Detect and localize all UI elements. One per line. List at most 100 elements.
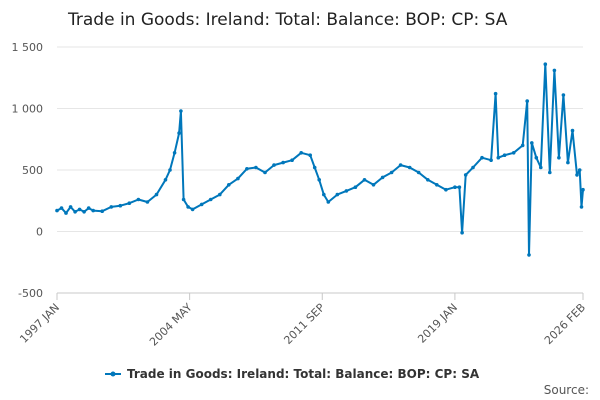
data-point[interactable]: [353, 185, 358, 189]
data-point[interactable]: [326, 200, 331, 204]
data-point[interactable]: [77, 207, 82, 212]
data-point[interactable]: [208, 197, 213, 202]
x-tick-label: 2004 MAY: [147, 301, 195, 349]
y-tick-labels: -500 0 500 1 000 1 500: [12, 41, 44, 300]
x-tick-label: 2011 SEP: [281, 301, 327, 347]
data-point[interactable]: [190, 207, 195, 212]
data-point[interactable]: [109, 205, 114, 209]
source-credit[interactable]: Source:: [544, 383, 589, 397]
data-point[interactable]: [581, 187, 585, 192]
data-point[interactable]: [177, 131, 181, 135]
data-point[interactable]: [398, 163, 403, 167]
data-point[interactable]: [530, 141, 534, 145]
x-tick-label: 2026 FEB: [542, 301, 588, 347]
data-point[interactable]: [181, 197, 186, 202]
data-point[interactable]: [73, 210, 77, 214]
data-point[interactable]: [335, 192, 340, 197]
data-point[interactable]: [444, 187, 448, 192]
y-tick-label: -500: [18, 287, 43, 300]
data-point[interactable]: [511, 151, 516, 155]
data-point[interactable]: [552, 68, 557, 73]
data-point[interactable]: [426, 178, 430, 182]
chart-title: Trade in Goods: Ireland: Total: Balance:…: [67, 10, 508, 30]
data-point[interactable]: [566, 160, 570, 165]
data-point[interactable]: [236, 176, 240, 181]
data-point[interactable]: [579, 205, 584, 209]
data-point[interactable]: [55, 208, 59, 213]
data-point[interactable]: [281, 160, 285, 165]
data-point[interactable]: [172, 151, 177, 155]
data-point[interactable]: [561, 93, 566, 97]
y-gridlines: [57, 46, 583, 232]
data-point[interactable]: [435, 183, 439, 187]
y-tick-label: 500: [22, 164, 43, 177]
data-point[interactable]: [59, 206, 64, 210]
series-group: [55, 62, 585, 257]
data-point[interactable]: [570, 128, 575, 133]
data-point[interactable]: [299, 151, 304, 155]
data-point[interactable]: [543, 62, 548, 66]
data-point[interactable]: [186, 205, 190, 209]
data-point[interactable]: [575, 173, 579, 177]
data-point[interactable]: [496, 155, 501, 160]
data-point[interactable]: [453, 185, 457, 189]
x-tick-labels: 1997 JAN 2004 MAY 2011 SEP 2019 JAN 2026 FEB: [17, 301, 588, 349]
data-point[interactable]: [245, 167, 249, 171]
data-point[interactable]: [86, 206, 91, 210]
data-point[interactable]: [100, 209, 104, 213]
data-point[interactable]: [534, 155, 539, 160]
data-point[interactable]: [389, 170, 394, 175]
data-point[interactable]: [493, 91, 498, 96]
data-point[interactable]: [502, 153, 507, 157]
data-point[interactable]: [163, 178, 168, 182]
legend-swatch-marker: [110, 371, 116, 377]
data-point[interactable]: [136, 197, 141, 202]
series-line: [56, 63, 584, 256]
data-point[interactable]: [557, 155, 561, 160]
data-point[interactable]: [527, 253, 531, 257]
data-point[interactable]: [416, 170, 421, 175]
data-point[interactable]: [312, 165, 317, 170]
data-point[interactable]: [520, 143, 525, 148]
data-point[interactable]: [263, 170, 267, 175]
data-point[interactable]: [463, 173, 468, 177]
data-point[interactable]: [168, 168, 172, 172]
x-tick-label: 1997 JAN: [17, 301, 62, 346]
data-point[interactable]: [82, 210, 86, 214]
data-point[interactable]: [179, 109, 183, 113]
data-point[interactable]: [199, 202, 204, 207]
data-point[interactable]: [471, 165, 475, 170]
data-point[interactable]: [308, 153, 313, 157]
data-point[interactable]: [322, 192, 326, 197]
data-point[interactable]: [457, 185, 462, 189]
data-point[interactable]: [362, 178, 367, 182]
data-point[interactable]: [154, 192, 159, 197]
data-point[interactable]: [218, 192, 222, 197]
data-point[interactable]: [548, 170, 552, 175]
data-point[interactable]: [64, 211, 68, 215]
data-point[interactable]: [68, 205, 73, 209]
data-point[interactable]: [127, 201, 132, 205]
data-point[interactable]: [290, 158, 294, 162]
data-point[interactable]: [371, 183, 376, 187]
y-tick-label: 1 500: [12, 41, 44, 54]
data-point[interactable]: [577, 168, 582, 172]
data-point[interactable]: [344, 189, 349, 193]
data-point[interactable]: [227, 183, 231, 187]
data-point[interactable]: [525, 99, 529, 103]
data-point[interactable]: [539, 165, 543, 170]
data-point[interactable]: [480, 155, 484, 160]
data-point[interactable]: [272, 163, 276, 167]
data-point[interactable]: [145, 200, 150, 204]
data-point[interactable]: [460, 230, 464, 235]
data-point[interactable]: [380, 175, 385, 180]
data-point[interactable]: [91, 208, 95, 213]
y-tick-label: 0: [36, 226, 43, 239]
data-point[interactable]: [118, 203, 123, 208]
data-point[interactable]: [317, 178, 322, 182]
data-point[interactable]: [489, 158, 493, 162]
data-point[interactable]: [407, 165, 412, 170]
data-point[interactable]: [254, 165, 258, 170]
legend[interactable]: Trade in Goods: Ireland: Total: Balance:…: [105, 367, 480, 381]
